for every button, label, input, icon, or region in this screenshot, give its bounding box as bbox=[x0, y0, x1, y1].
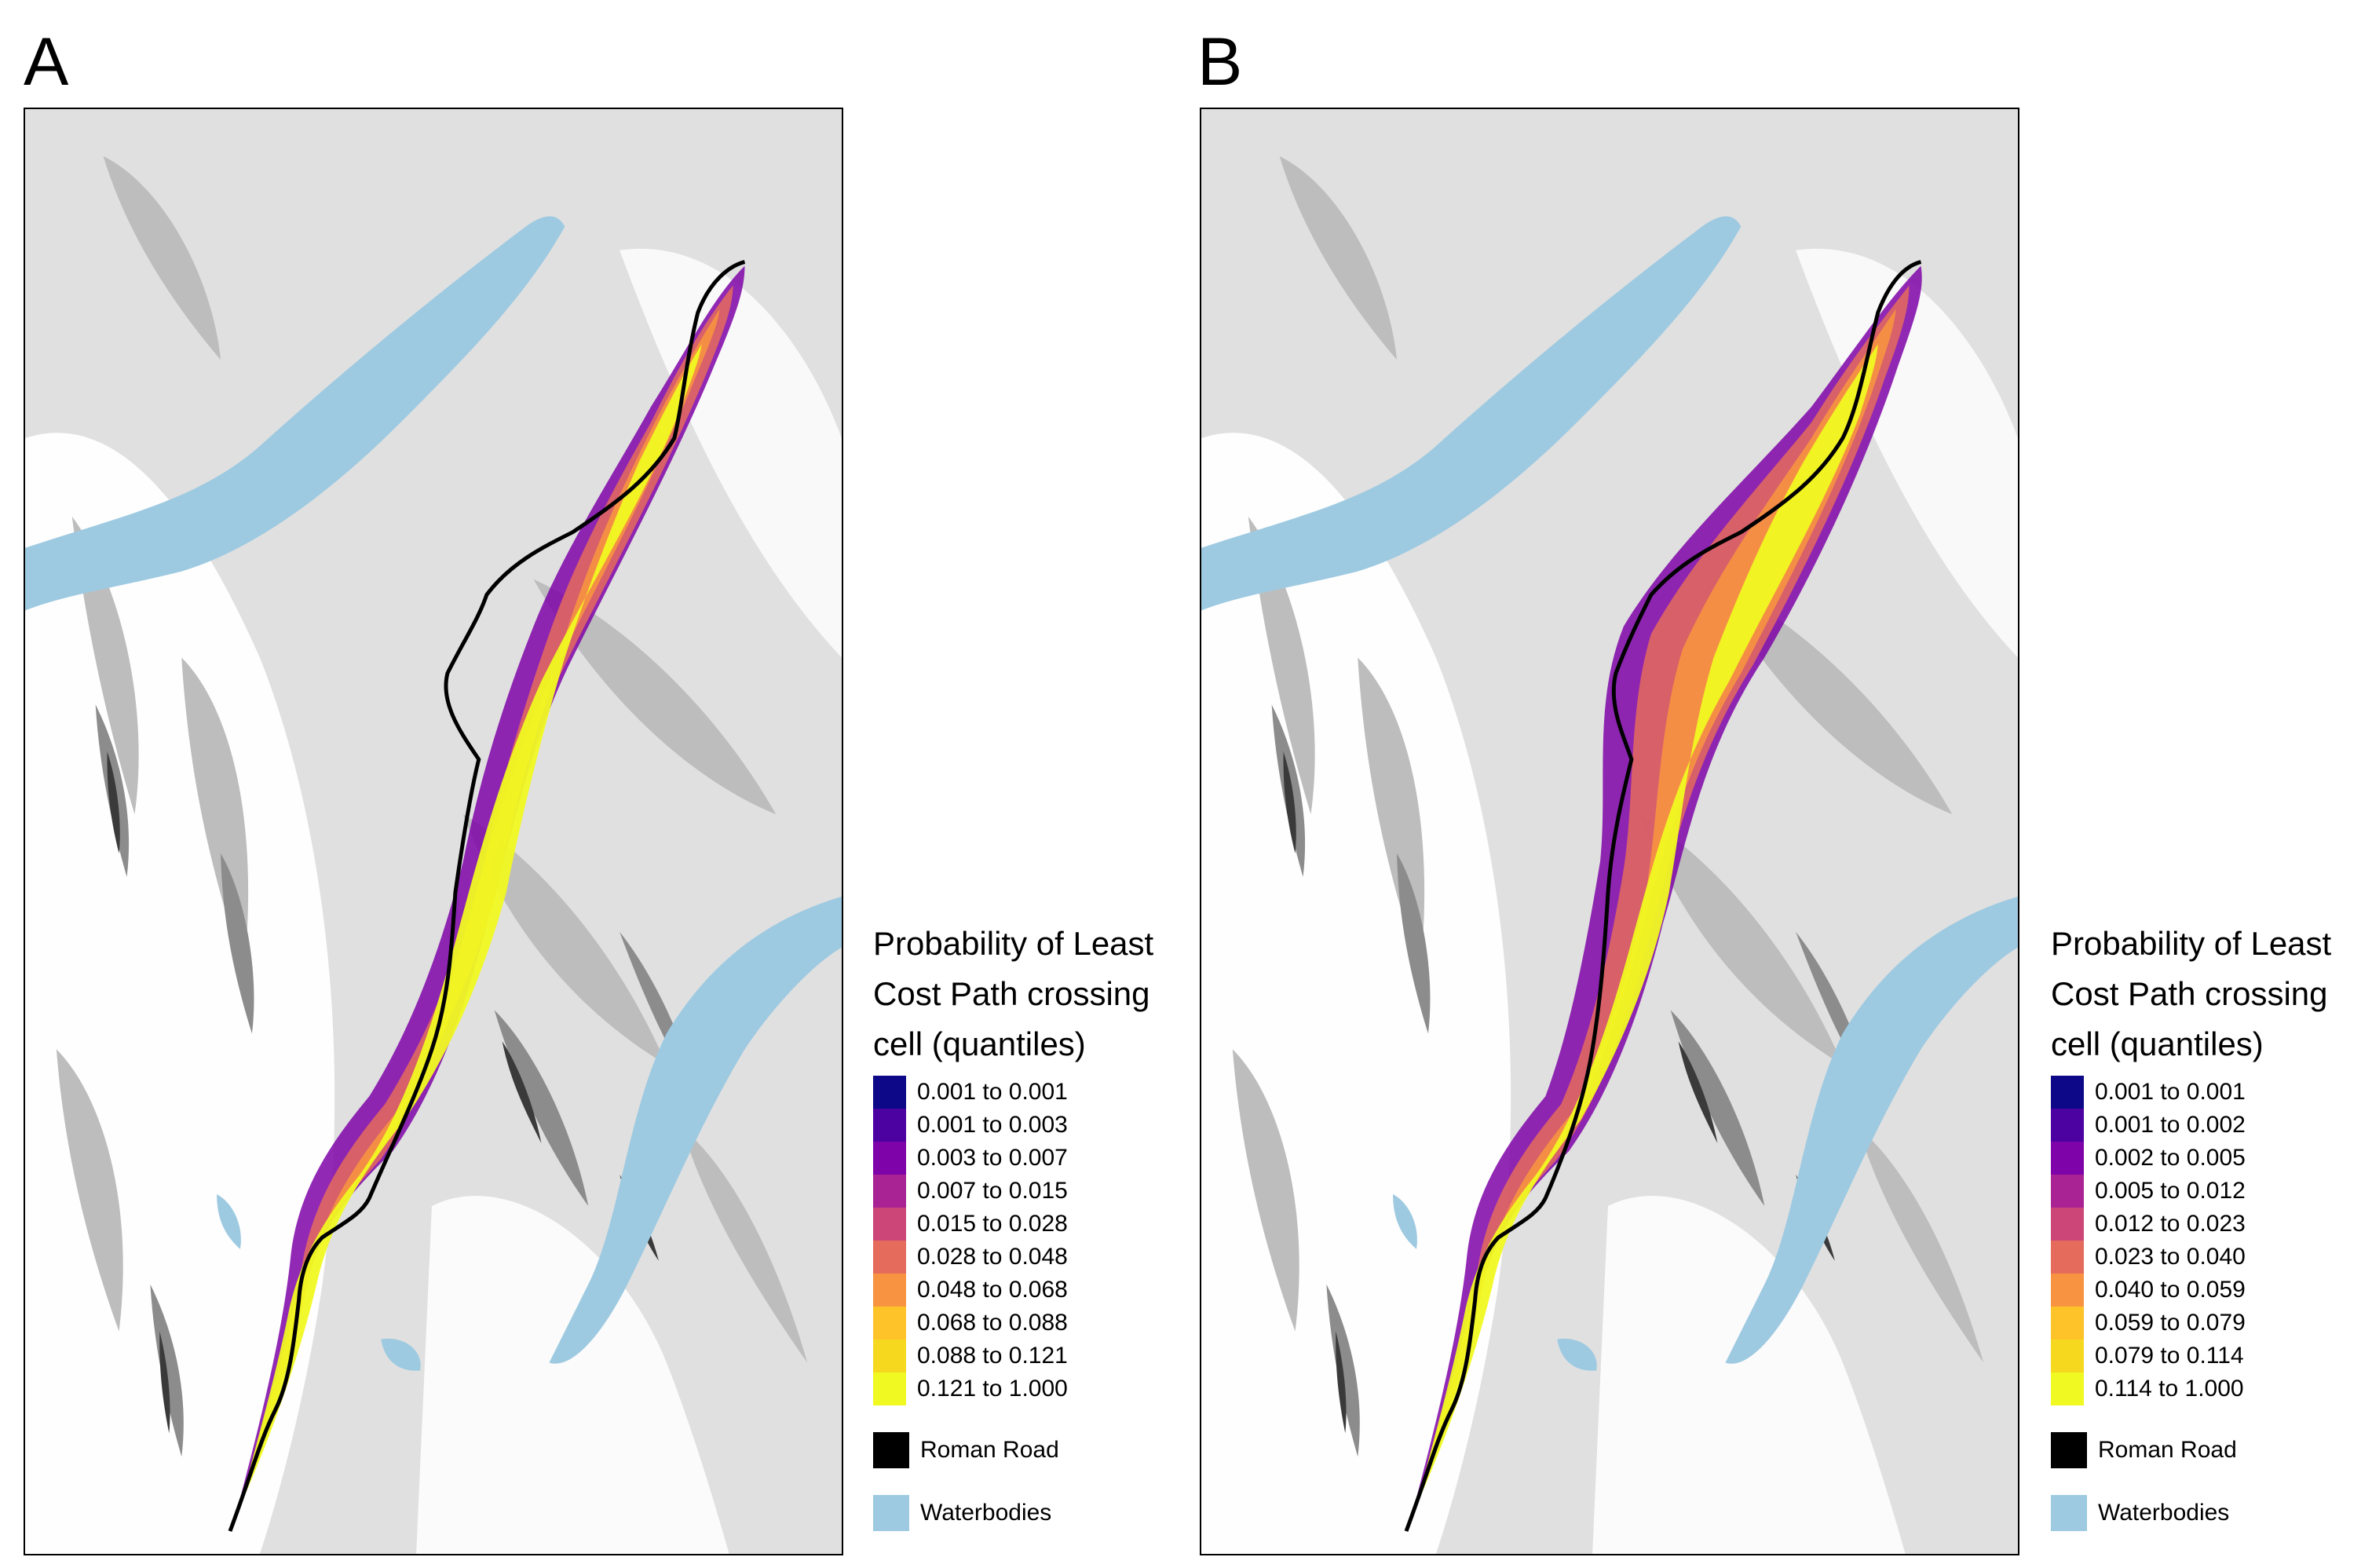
legend-class: 0.003 to 0.007 bbox=[873, 1142, 1153, 1175]
map-panel-a bbox=[24, 108, 843, 1555]
legend-swatch bbox=[2051, 1307, 2084, 1340]
legend-swatch bbox=[873, 1208, 906, 1241]
legend-swatch bbox=[873, 1340, 906, 1372]
legend-class-label: 0.059 to 0.079 bbox=[2095, 1310, 2246, 1336]
terrain-map-a bbox=[25, 109, 842, 1554]
legend-class-label: 0.007 to 0.015 bbox=[917, 1178, 1068, 1204]
legend-title-line: cell (quantiles) bbox=[873, 1025, 1086, 1062]
legend-title-line: Cost Path crossing bbox=[873, 975, 1150, 1012]
legend-class: 0.002 to 0.005 bbox=[2051, 1142, 2331, 1175]
legend-class-label: 0.015 to 0.028 bbox=[917, 1211, 1068, 1237]
legend-class: 0.048 to 0.068 bbox=[873, 1274, 1153, 1307]
least-cost-path-corridor bbox=[232, 265, 745, 1528]
legend-title-line: Probability of Least bbox=[2051, 925, 2332, 962]
legend-class: 0.023 to 0.040 bbox=[2051, 1241, 2331, 1274]
legend-class-label: 0.028 to 0.048 bbox=[917, 1244, 1068, 1270]
legend-class-label: 0.023 to 0.040 bbox=[2095, 1244, 2246, 1270]
legend-class: 0.001 to 0.003 bbox=[873, 1109, 1153, 1142]
legend-class-label: 0.040 to 0.059 bbox=[2095, 1277, 2246, 1303]
waterbodies bbox=[25, 216, 842, 1371]
legend-swatch bbox=[2051, 1076, 2084, 1109]
legend-a: Probability of Least Cost Path crossing … bbox=[873, 919, 1153, 1531]
legend-class-label: 0.002 to 0.005 bbox=[2095, 1145, 2246, 1171]
legend-class-label: 0.088 to 0.121 bbox=[917, 1343, 1068, 1369]
legend-class: 0.015 to 0.028 bbox=[873, 1208, 1153, 1241]
legend-class: 0.012 to 0.023 bbox=[2051, 1208, 2331, 1241]
legend-title-line: Probability of Least bbox=[873, 925, 1154, 962]
legend-class: 0.001 to 0.001 bbox=[2051, 1076, 2331, 1109]
legend-class-label: 0.001 to 0.001 bbox=[2095, 1079, 2246, 1105]
legend-swatch bbox=[2051, 1340, 2084, 1372]
legend-class-label: 0.114 to 1.000 bbox=[2095, 1376, 2244, 1402]
panel-label-a: A bbox=[24, 24, 69, 100]
legend-swatch bbox=[2051, 1109, 2084, 1142]
legend-class: 0.114 to 1.000 bbox=[2051, 1372, 2331, 1405]
legend-class-label: 0.001 to 0.002 bbox=[2095, 1112, 2246, 1138]
legend-swatch bbox=[873, 1175, 906, 1208]
legend-class: 0.007 to 0.015 bbox=[873, 1175, 1153, 1208]
legend-title-line: Cost Path crossing bbox=[2051, 975, 2328, 1012]
roman-road bbox=[228, 260, 746, 1532]
waterbodies bbox=[1201, 216, 2018, 1371]
terrain-map-b bbox=[1201, 109, 2018, 1554]
legend-swatch bbox=[2051, 1372, 2084, 1405]
road-label: Roman Road bbox=[2098, 1437, 2237, 1463]
legend-class: 0.088 to 0.121 bbox=[873, 1340, 1153, 1372]
legend-class-label: 0.001 to 0.001 bbox=[917, 1079, 1068, 1105]
legend-class-label: 0.001 to 0.003 bbox=[917, 1112, 1068, 1138]
legend-class-label: 0.012 to 0.023 bbox=[2095, 1211, 2246, 1237]
water-label: Waterbodies bbox=[2098, 1500, 2230, 1526]
legend-swatch bbox=[873, 1372, 906, 1405]
legend-roman-road: Roman Road bbox=[873, 1432, 1153, 1468]
legend-swatch bbox=[2051, 1274, 2084, 1307]
legend-class-label: 0.079 to 0.114 bbox=[2095, 1343, 2244, 1369]
legend-waterbodies: Waterbodies bbox=[2051, 1495, 2331, 1531]
water-label: Waterbodies bbox=[920, 1500, 1052, 1526]
water-swatch bbox=[2051, 1495, 2087, 1531]
legend-swatch bbox=[873, 1307, 906, 1340]
legend-swatch bbox=[873, 1241, 906, 1274]
legend-class: 0.001 to 0.001 bbox=[873, 1076, 1153, 1109]
legend-class-label: 0.068 to 0.088 bbox=[917, 1310, 1068, 1336]
legend-swatch bbox=[873, 1142, 906, 1175]
legend-class: 0.028 to 0.048 bbox=[873, 1241, 1153, 1274]
hillshade-ridges bbox=[56, 155, 808, 1363]
road-swatch bbox=[2051, 1432, 2087, 1468]
legend-class: 0.079 to 0.114 bbox=[2051, 1340, 2331, 1372]
legend-class-label: 0.003 to 0.007 bbox=[917, 1145, 1068, 1171]
legend-class: 0.121 to 1.000 bbox=[873, 1372, 1153, 1405]
roman-road bbox=[1404, 260, 1922, 1532]
legend-b: Probability of Least Cost Path crossing … bbox=[2051, 919, 2331, 1531]
legend-class-label: 0.121 to 1.000 bbox=[917, 1376, 1068, 1402]
legend-roman-road: Roman Road bbox=[2051, 1432, 2331, 1468]
legend-swatch bbox=[2051, 1208, 2084, 1241]
road-label: Roman Road bbox=[920, 1437, 1059, 1463]
legend-swatch bbox=[2051, 1175, 2084, 1208]
water-swatch bbox=[873, 1495, 909, 1531]
map-panel-b bbox=[1200, 108, 2019, 1555]
legend-class: 0.005 to 0.012 bbox=[2051, 1175, 2331, 1208]
legend-class: 0.059 to 0.079 bbox=[2051, 1307, 2331, 1340]
legend-waterbodies: Waterbodies bbox=[873, 1495, 1153, 1531]
legend-class: 0.040 to 0.059 bbox=[2051, 1274, 2331, 1307]
road-swatch bbox=[873, 1432, 909, 1468]
legend-swatch bbox=[2051, 1142, 2084, 1175]
legend-class: 0.001 to 0.002 bbox=[2051, 1109, 2331, 1142]
legend-swatch bbox=[873, 1109, 906, 1142]
legend-swatch bbox=[873, 1274, 906, 1307]
legend-class-label: 0.048 to 0.068 bbox=[917, 1277, 1068, 1303]
legend-swatch bbox=[2051, 1241, 2084, 1274]
legend-class: 0.068 to 0.088 bbox=[873, 1307, 1153, 1340]
panel-label-b: B bbox=[1197, 24, 1243, 100]
legend-swatch bbox=[873, 1076, 906, 1109]
legend-class-label: 0.005 to 0.012 bbox=[2095, 1178, 2246, 1204]
legend-title-line: cell (quantiles) bbox=[2051, 1025, 2264, 1062]
